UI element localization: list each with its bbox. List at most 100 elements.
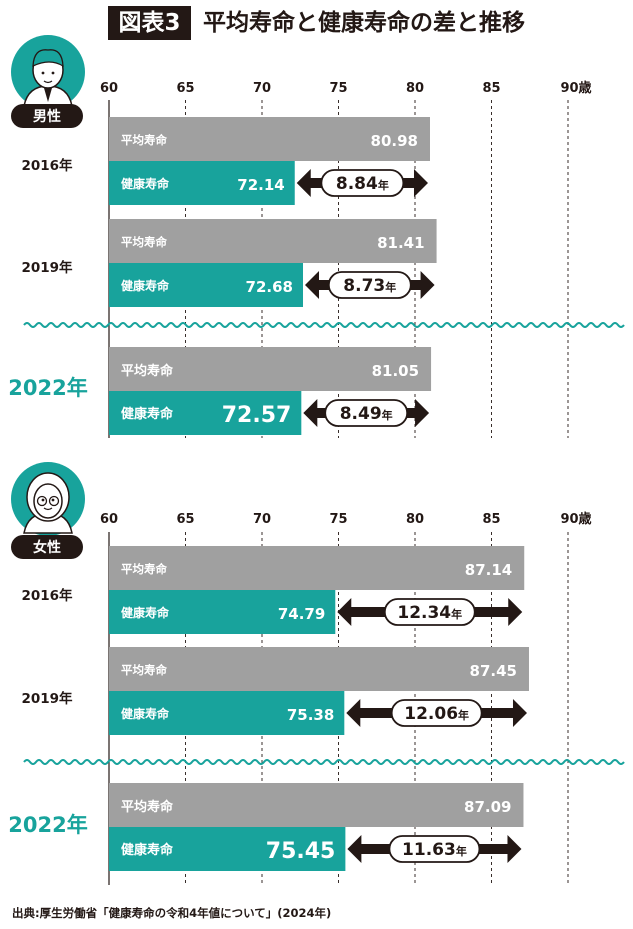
bar-healthy	[109, 161, 295, 205]
x-tick-label: 65	[176, 81, 194, 96]
year-label: 2019年	[21, 690, 73, 707]
bar-average-series-label: 平均寿命	[121, 663, 167, 677]
wave-separator	[23, 322, 625, 328]
gap-value: 12.34	[397, 603, 451, 623]
bar-average-value-label: 87.09	[464, 798, 511, 816]
avatar-mouth	[43, 80, 53, 84]
group-tag-label: 女性	[33, 539, 61, 556]
x-tick-label: 80	[406, 81, 424, 96]
gap-label-pill	[383, 598, 476, 626]
avatar-glasses-left	[36, 495, 48, 507]
gap-value-label: 8.73年	[343, 276, 396, 296]
avatar-eye-right	[51, 498, 55, 502]
bar-average-value-label: 81.41	[377, 234, 424, 252]
x-tick-label: 75	[329, 81, 347, 96]
male-avatar-icon	[11, 35, 85, 109]
source-note: 出典:厚生労働省「健康寿命の令和4年値について」(2024年)	[12, 906, 332, 920]
x-tick-label: 70	[253, 81, 271, 96]
gap-value: 8.73	[343, 276, 385, 296]
gap-unit: 年	[458, 708, 469, 722]
avatar-eye-right	[51, 71, 55, 75]
x-tick-label: 80	[406, 512, 424, 527]
bar-healthy	[109, 391, 302, 435]
avatar-tie	[44, 88, 52, 102]
bar-healthy	[109, 590, 336, 634]
bar-healthy-series-label: 健康寿命	[121, 605, 170, 620]
bar-healthy-value-label: 72.68	[246, 278, 293, 296]
gap-value: 8.49	[340, 404, 382, 424]
x-tick-label: 85	[482, 81, 500, 96]
gap-value-label: 11.63年	[402, 840, 467, 860]
gap-value-label: 12.06年	[404, 704, 469, 724]
bar-healthy-series-label: 健康寿命	[121, 842, 174, 858]
group-tag-background	[11, 535, 83, 559]
avatar-eye-left	[41, 71, 45, 75]
bar-average-series-label: 平均寿命	[121, 799, 174, 815]
bar-average-value-label: 80.98	[371, 132, 418, 150]
bar-healthy-series-label: 健康寿命	[121, 278, 170, 293]
year-label: 2016年	[21, 157, 73, 174]
bar-healthy-value-label: 72.57	[222, 403, 292, 428]
gap-unit: 年	[385, 280, 396, 294]
bar-healthy-value-label: 75.38	[287, 706, 334, 724]
bar-average-series-label: 平均寿命	[121, 562, 167, 576]
x-tick-label: 60	[100, 512, 118, 527]
gap-label-pill	[324, 399, 409, 427]
gap-value: 12.06	[404, 704, 458, 724]
x-tick-label: 60	[100, 81, 118, 96]
gap-value-label: 12.34年	[397, 603, 462, 623]
female-avatar-icon	[11, 462, 85, 536]
bar-healthy-value-label: 72.14	[237, 176, 284, 194]
x-tick-label: 90歳	[560, 511, 591, 527]
group-tag-label: 男性	[33, 108, 61, 125]
gap-value: 11.63	[402, 840, 456, 860]
group-tag-background	[11, 104, 83, 128]
bar-average-series-label: 平均寿命	[121, 363, 174, 379]
bar-healthy-series-label: 健康寿命	[121, 706, 170, 721]
avatar-glasses-right	[48, 495, 60, 507]
bar-healthy	[109, 691, 345, 735]
year-label: 2022年	[8, 813, 87, 837]
gap-unit: 年	[456, 844, 467, 858]
x-tick-label: 90歳	[560, 80, 591, 96]
bar-healthy	[109, 263, 304, 307]
bar-average-value-label: 81.05	[372, 362, 419, 380]
bar-average-series-label: 平均寿命	[121, 133, 167, 147]
gap-value-label: 8.49年	[340, 404, 393, 424]
gap-label-pill	[320, 169, 405, 197]
bar-average	[109, 219, 437, 263]
bar-average	[109, 647, 529, 691]
bar-average-value-label: 87.45	[470, 662, 517, 680]
gap-unit: 年	[451, 607, 462, 621]
year-label: 2019年	[21, 259, 73, 276]
gap-value-label: 8.84年	[336, 174, 389, 194]
bar-healthy	[109, 827, 346, 871]
avatar-face	[33, 483, 63, 519]
bar-healthy-series-label: 健康寿命	[121, 176, 170, 191]
bar-average	[109, 347, 432, 391]
avatar-eye-left	[41, 498, 45, 502]
gap-unit: 年	[378, 178, 389, 192]
x-tick-label: 65	[176, 512, 194, 527]
chart-title: 平均寿命と健康寿命の差と推移	[203, 10, 525, 36]
year-label: 2022年	[8, 376, 87, 400]
gap-unit: 年	[382, 408, 393, 422]
year-label: 2016年	[21, 587, 73, 604]
x-tick-label: 85	[482, 512, 500, 527]
gap-label-pill	[327, 271, 412, 299]
avatar-hair	[32, 49, 64, 68]
bar-healthy-value-label: 75.45	[266, 839, 336, 864]
bar-average-series-label: 平均寿命	[121, 235, 167, 249]
avatar-mouth	[43, 507, 53, 511]
x-tick-label: 75	[329, 512, 347, 527]
bar-average-value-label: 87.14	[465, 561, 512, 579]
bar-average	[109, 117, 430, 161]
figure-label: 図表3	[108, 6, 191, 40]
gap-label-pill	[388, 835, 481, 863]
bar-average	[109, 783, 524, 827]
bar-average	[109, 546, 525, 590]
x-tick-label: 70	[253, 512, 271, 527]
